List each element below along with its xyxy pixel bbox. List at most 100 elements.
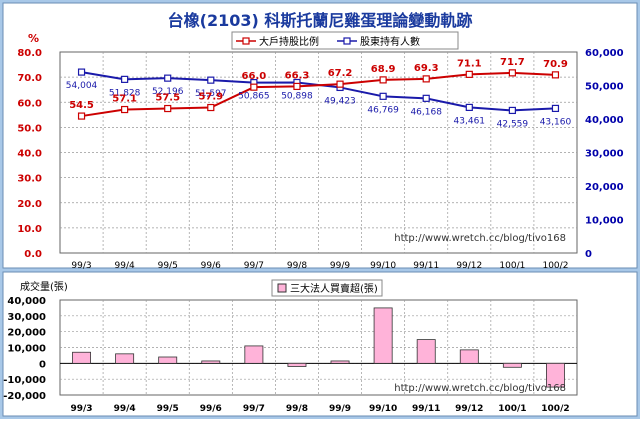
x-tick-label: 100/1 — [499, 261, 525, 271]
data-point-holders — [77, 68, 86, 76]
data-label-holders: 43,461 — [454, 116, 486, 126]
y-tick-right: 20,000 — [585, 182, 624, 193]
x-tick-label-bottom: 99/12 — [455, 404, 483, 414]
watermark-bottom: http://www.wretch.cc/blog/tivo168 — [394, 383, 566, 394]
x-tick-label-bottom: 99/6 — [200, 404, 222, 414]
y-tick-bottom: 30,000 — [7, 312, 46, 323]
y-tick-left: 20.0 — [17, 199, 42, 210]
data-label-holders: 46,769 — [367, 105, 399, 115]
legend-swatch-bar — [277, 283, 287, 293]
x-tick-label: 99/8 — [287, 261, 307, 271]
y-tick-left: 40.0 — [17, 149, 42, 160]
y-tick-right: 0 — [585, 249, 592, 260]
y-tick-right: 60,000 — [585, 48, 624, 59]
data-point-ratio — [164, 104, 172, 113]
data-point-holders — [551, 104, 560, 113]
bar — [287, 362, 307, 367]
x-tick-label: 99/10 — [370, 261, 396, 271]
legend-label-blue: 股東持有人數 — [360, 35, 420, 48]
top-gridlines — [59, 51, 578, 254]
bar — [72, 351, 91, 364]
x-tick-label: 99/11 — [413, 261, 439, 271]
y-tick-left: 60.0 — [17, 98, 42, 109]
data-label-holders: 51,597 — [195, 89, 227, 99]
data-point-holders — [379, 92, 387, 100]
watermark-top: http://www.wretch.cc/blog/tivo168 — [394, 233, 566, 244]
data-label-ratio: 68.9 — [371, 64, 396, 75]
data-point-ratio — [551, 71, 560, 79]
data-label-ratio: 57.1 — [112, 94, 137, 105]
data-point-ratio — [422, 75, 430, 83]
y-tick-left: 80.0 — [17, 48, 42, 59]
bar — [373, 307, 393, 364]
data-point-ratio — [379, 76, 387, 84]
x-tick-label-bottom: 99/11 — [412, 404, 440, 414]
x-tick-label-bottom: 100/2 — [541, 404, 569, 414]
x-tick-label-bottom: 99/5 — [157, 404, 179, 414]
data-point-holders — [422, 94, 430, 102]
data-point-holders — [508, 106, 516, 115]
x-tick-label-bottom: 99/8 — [286, 404, 308, 414]
data-label-ratio: 71.1 — [457, 58, 482, 69]
data-label-ratio: 57.5 — [155, 93, 180, 104]
data-point-ratio — [465, 70, 473, 78]
y-tick-bottom: -10,000 — [3, 375, 46, 386]
data-point-ratio — [207, 103, 215, 112]
bottom-legend: 三大法人買賣超(張) — [271, 279, 383, 297]
data-point-ratio — [293, 82, 301, 91]
x-tick-label-bottom: 100/1 — [498, 404, 526, 414]
y-tick-bottom: 10,000 — [7, 344, 46, 355]
top-series: 54,004 51,828 52,196 51,597 50,865 50,898 49,4… — [66, 57, 572, 130]
y-tick-right: 50,000 — [585, 82, 624, 93]
y-tick-left: 30.0 — [17, 174, 42, 185]
bar — [330, 360, 350, 364]
data-label-ratio: 71.7 — [500, 57, 525, 68]
data-point-holders — [121, 75, 129, 83]
data-label-holders: 52,196 — [152, 87, 184, 97]
data-label-ratio: 66.0 — [242, 71, 267, 82]
data-point-ratio — [250, 83, 258, 91]
bottom-gridlines — [59, 299, 578, 396]
legend-box-bottom — [271, 279, 383, 297]
y-tick-left: 10.0 — [17, 224, 42, 235]
y-tick-bottom: 20,000 — [7, 328, 46, 339]
x-tick-label: 99/3 — [71, 261, 91, 271]
x-tick-label: 100/2 — [542, 261, 568, 271]
data-label-holders: 46,168 — [410, 107, 442, 117]
bottom-series — [72, 307, 565, 388]
legend-label-red: 大戶持股比例 — [259, 35, 319, 48]
x-tick-label: 99/12 — [456, 261, 482, 271]
y-tick-bottom: -20,000 — [3, 391, 46, 402]
data-label-holders: 43,160 — [540, 117, 572, 127]
bottom-plot-area — [59, 299, 578, 396]
data-point-holders — [207, 76, 215, 84]
x-tick-label: 99/9 — [330, 261, 350, 271]
y-tick-left: 70.0 — [17, 73, 42, 84]
y-tick-right: 10,000 — [585, 216, 624, 227]
y-tick-right: 30,000 — [585, 149, 624, 160]
data-label-holders: 51,828 — [109, 88, 141, 98]
data-label-ratio: 67.2 — [328, 68, 353, 79]
bar — [459, 349, 479, 364]
y-tick-right: 40,000 — [585, 115, 624, 126]
bar — [244, 345, 264, 364]
data-point-holders — [164, 74, 172, 82]
bar — [115, 353, 135, 364]
x-tick-label-bottom: 99/7 — [243, 404, 265, 414]
y-tick-bottom: 0 — [39, 359, 46, 370]
y-tick-left: 50.0 — [17, 123, 42, 134]
data-point-ratio — [508, 69, 516, 77]
x-tick-label: 99/5 — [158, 261, 178, 271]
bottom-axes: 40,000 30,000 20,000 10,000 0 -10,000 -20,000 9… — [3, 296, 577, 414]
top-legend: 大戶持股比例 股東持有人數 — [231, 31, 459, 50]
data-label-ratio: 69.3 — [414, 63, 439, 74]
data-label-ratio: 66.3 — [285, 70, 310, 81]
data-label-holders: 50,898 — [281, 91, 313, 101]
y-tick-left: 0.0 — [24, 249, 42, 260]
top-axes: 80.0 70.0 60.0 50.0 40.0 30.0 20.0 10.0 0.0 60,00… — [17, 48, 623, 271]
x-tick-label-bottom: 99/10 — [369, 404, 397, 414]
data-point-ratio — [336, 80, 344, 88]
data-point-ratio — [77, 112, 86, 120]
